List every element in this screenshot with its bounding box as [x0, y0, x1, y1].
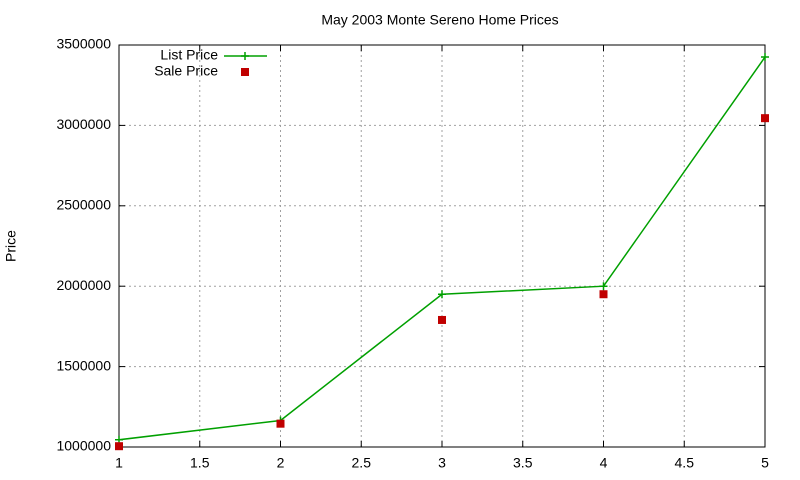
y-tick-label: 2500000: [56, 197, 111, 213]
y-tick-label: 2000000: [56, 277, 111, 293]
y-tick-label: 1500000: [56, 357, 111, 373]
y-tick-label: 3500000: [56, 36, 111, 52]
point: [761, 53, 769, 62]
y-tick-label: 3000000: [56, 116, 111, 132]
legend-marker: [241, 52, 249, 60]
chart-title: May 2003 Monte Sereno Home Prices: [321, 12, 558, 28]
x-tick-label: 1.5: [190, 455, 210, 471]
point: [599, 282, 608, 291]
x-tick-label: 4: [600, 455, 608, 471]
point: [761, 114, 769, 123]
point: [599, 290, 608, 299]
plot-border: [118, 44, 766, 448]
x-tick-label: 3.5: [513, 455, 533, 471]
legend-marker: [241, 68, 249, 76]
x-tick-label: 5: [761, 455, 769, 471]
legend-label: List Price: [160, 47, 218, 63]
x-tick-label: 3: [438, 455, 446, 471]
series-line: [118, 56, 766, 441]
x-tick-label: 4.5: [675, 455, 695, 471]
point: [115, 442, 123, 451]
x-tick-label: 1: [115, 455, 123, 471]
point: [438, 315, 446, 324]
y-axis-label: Price: [3, 230, 19, 262]
legend-label: Sale Price: [154, 63, 218, 79]
point: [276, 419, 285, 428]
point: [438, 290, 446, 299]
x-tick-label: 2.5: [352, 455, 372, 471]
y-tick-label: 1000000: [56, 438, 111, 454]
x-tick-label: 2: [277, 455, 285, 471]
